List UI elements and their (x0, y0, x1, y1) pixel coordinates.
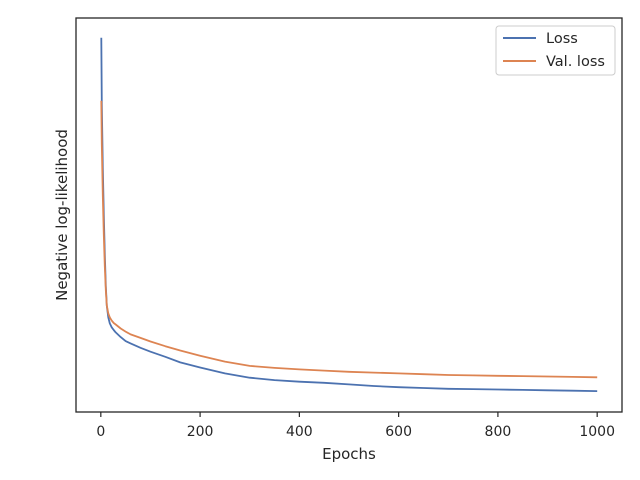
legend: Loss Val. loss (495, 25, 616, 76)
x-axis-label: Epochs (322, 445, 376, 463)
y-axis-label: Negative log-likelihood (53, 129, 71, 301)
legend-label-loss: Loss (546, 31, 578, 47)
legend-label-val-loss: Val. loss (546, 54, 605, 70)
x-tick-label: 0 (96, 424, 105, 440)
x-tick-label: 400 (286, 424, 313, 440)
plot-frame (75, 17, 623, 413)
series-layer (100, 37, 598, 392)
x-tick-label: 200 (187, 424, 214, 440)
plot-background (76, 18, 622, 412)
series-line-val-loss (100, 100, 598, 379)
x-tick-label: 1000 (579, 424, 615, 440)
x-axis-ticks: 0 200 400 600 800 1000 (96, 412, 615, 440)
x-tick-label: 800 (485, 424, 512, 440)
x-tick-label: 600 (385, 424, 412, 440)
